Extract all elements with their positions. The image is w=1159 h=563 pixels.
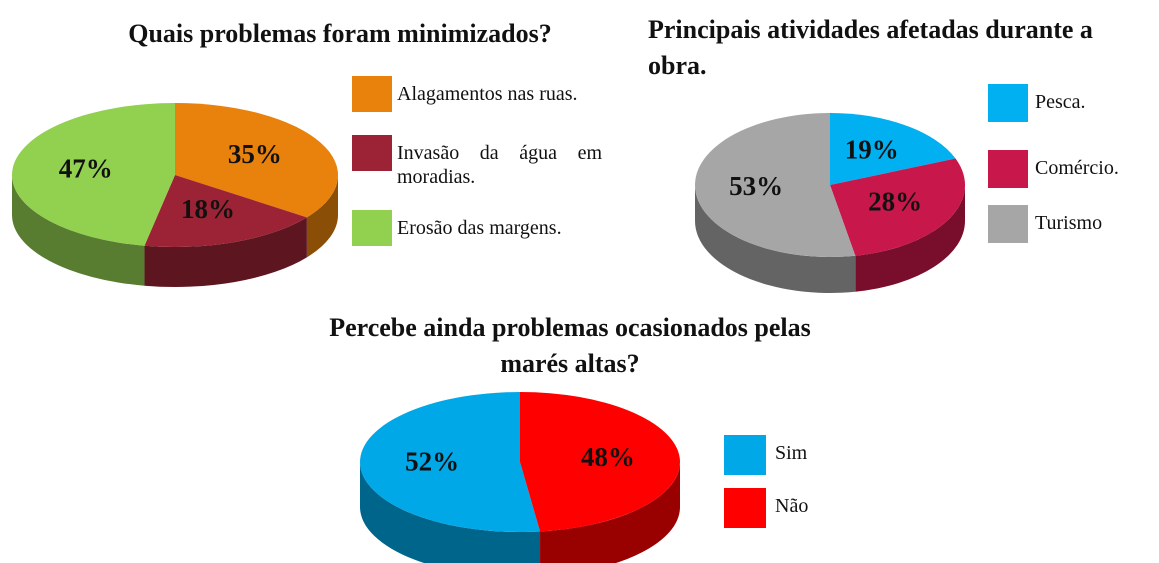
legend-label: Não	[775, 495, 809, 517]
legend-label: Sim	[775, 442, 808, 464]
pie-side	[855, 185, 965, 292]
data-label: 18%	[181, 194, 235, 224]
pie-slice	[830, 113, 956, 185]
pie-side	[360, 462, 541, 563]
legend-swatch	[352, 135, 392, 171]
chart-title: Principais atividades afetadas durante a…	[648, 15, 1093, 80]
chart-title: Percebe ainda problemas ocasionados pela…	[329, 313, 811, 378]
pie-side	[540, 462, 680, 563]
chart-title: Quais problemas foram minimizados?	[128, 19, 552, 48]
data-label: 19%	[845, 134, 899, 164]
legend-label: Alagamentos nas ruas.	[397, 83, 578, 105]
pie-side	[144, 217, 307, 287]
legend-swatch	[352, 210, 392, 246]
pie-slice	[695, 113, 856, 257]
legend-swatch	[724, 435, 766, 475]
legend-swatch	[988, 150, 1028, 188]
pie-slice	[144, 175, 307, 248]
pie-slice	[830, 158, 966, 256]
legend-swatch	[352, 76, 392, 112]
data-label: 53%	[729, 171, 783, 201]
pie-slice	[11, 103, 176, 246]
pie-slice	[175, 103, 338, 218]
legend-label: Erosão das margens.	[397, 217, 562, 239]
legend-label: Comércio.	[1035, 157, 1119, 179]
legend-label: Turismo	[1035, 212, 1103, 234]
data-label: 52%	[405, 447, 459, 477]
pie-slice	[360, 392, 541, 532]
data-label: 28%	[868, 186, 922, 216]
data-label: 35%	[228, 139, 282, 169]
pie-side	[695, 185, 856, 293]
legend-label: Pesca.	[1035, 91, 1086, 113]
data-label: 47%	[59, 153, 113, 183]
pie-slice	[520, 392, 681, 532]
pie-side	[306, 175, 338, 258]
pie-side	[12, 175, 145, 286]
legend-swatch	[724, 488, 766, 528]
legend-swatch	[988, 205, 1028, 243]
legend-swatch	[988, 84, 1028, 122]
data-label: 48%	[581, 442, 635, 472]
legend-label: Invasão da água em moradias.	[397, 142, 602, 188]
